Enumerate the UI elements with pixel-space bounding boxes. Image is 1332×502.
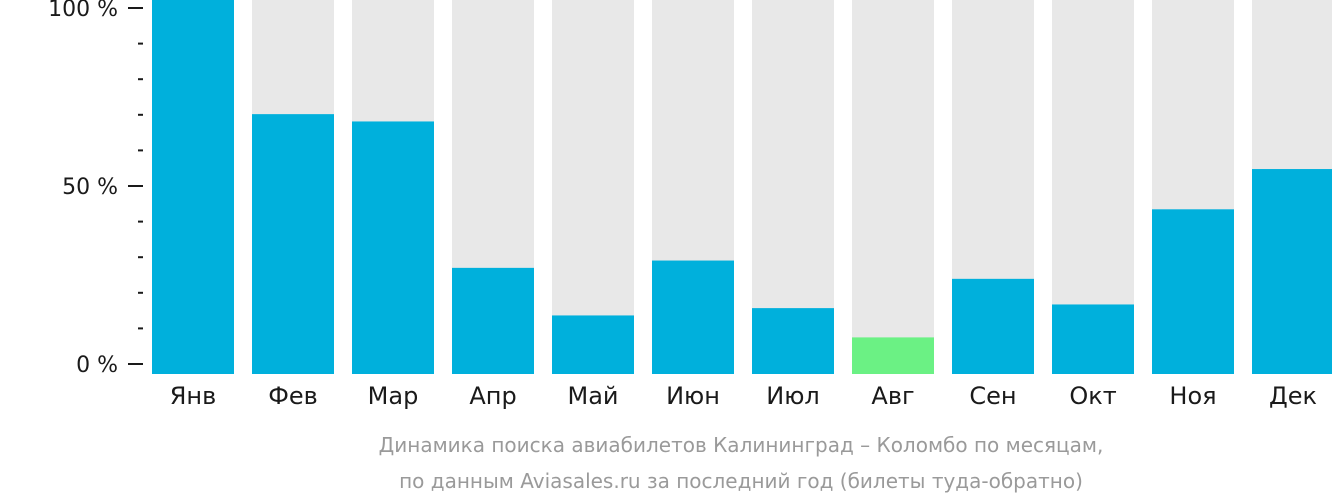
bar-10 bbox=[1052, 304, 1134, 374]
bar-12 bbox=[1252, 169, 1332, 374]
bar-9 bbox=[952, 278, 1034, 374]
bar-3 bbox=[352, 121, 434, 375]
x-tick-label-11: Ноя bbox=[1169, 382, 1216, 410]
x-tick-label-6: Июн bbox=[666, 382, 720, 410]
x-tick-label-12: Дек bbox=[1269, 382, 1317, 410]
x-tick-label-9: Сен bbox=[969, 382, 1016, 410]
bar-11 bbox=[1152, 209, 1234, 374]
x-tick-label-8: Авг bbox=[871, 382, 914, 410]
x-tick-label-2: Фев bbox=[268, 382, 318, 410]
caption-line-2: по данным Aviasales.ru за последний год … bbox=[399, 469, 1083, 493]
bar-7 bbox=[752, 308, 834, 374]
x-tick-label-4: Апр bbox=[469, 382, 516, 410]
caption-line-1: Динамика поиска авиабилетов Калининград … bbox=[379, 433, 1104, 457]
y-axis: 100 % 50 % 0 % bbox=[48, 0, 143, 378]
x-tick-label-7: Июл bbox=[766, 382, 820, 410]
bars bbox=[152, 0, 1332, 375]
x-tick-label-5: Май bbox=[567, 382, 618, 410]
x-tick-label-10: Окт bbox=[1069, 382, 1116, 410]
bar-6 bbox=[652, 260, 734, 374]
y-tick-label-0: 0 % bbox=[76, 353, 118, 378]
y-tick-label-50: 50 % bbox=[62, 175, 118, 200]
bar-background-8 bbox=[852, 0, 934, 374]
x-axis-labels: Янв Фев Мар Апр Май Июн Июл Авг Сен Окт Ноя Дек bbox=[170, 382, 1317, 410]
bar-2 bbox=[252, 114, 334, 374]
x-tick-label-3: Мар bbox=[368, 382, 419, 410]
bar-1 bbox=[152, 0, 234, 374]
bar-4 bbox=[452, 267, 534, 374]
y-tick-label-100: 100 % bbox=[48, 0, 118, 22]
bar-5 bbox=[552, 315, 634, 374]
bar-8 bbox=[852, 337, 934, 374]
bar-background-5 bbox=[552, 0, 634, 374]
x-tick-label-1: Янв bbox=[170, 382, 217, 410]
